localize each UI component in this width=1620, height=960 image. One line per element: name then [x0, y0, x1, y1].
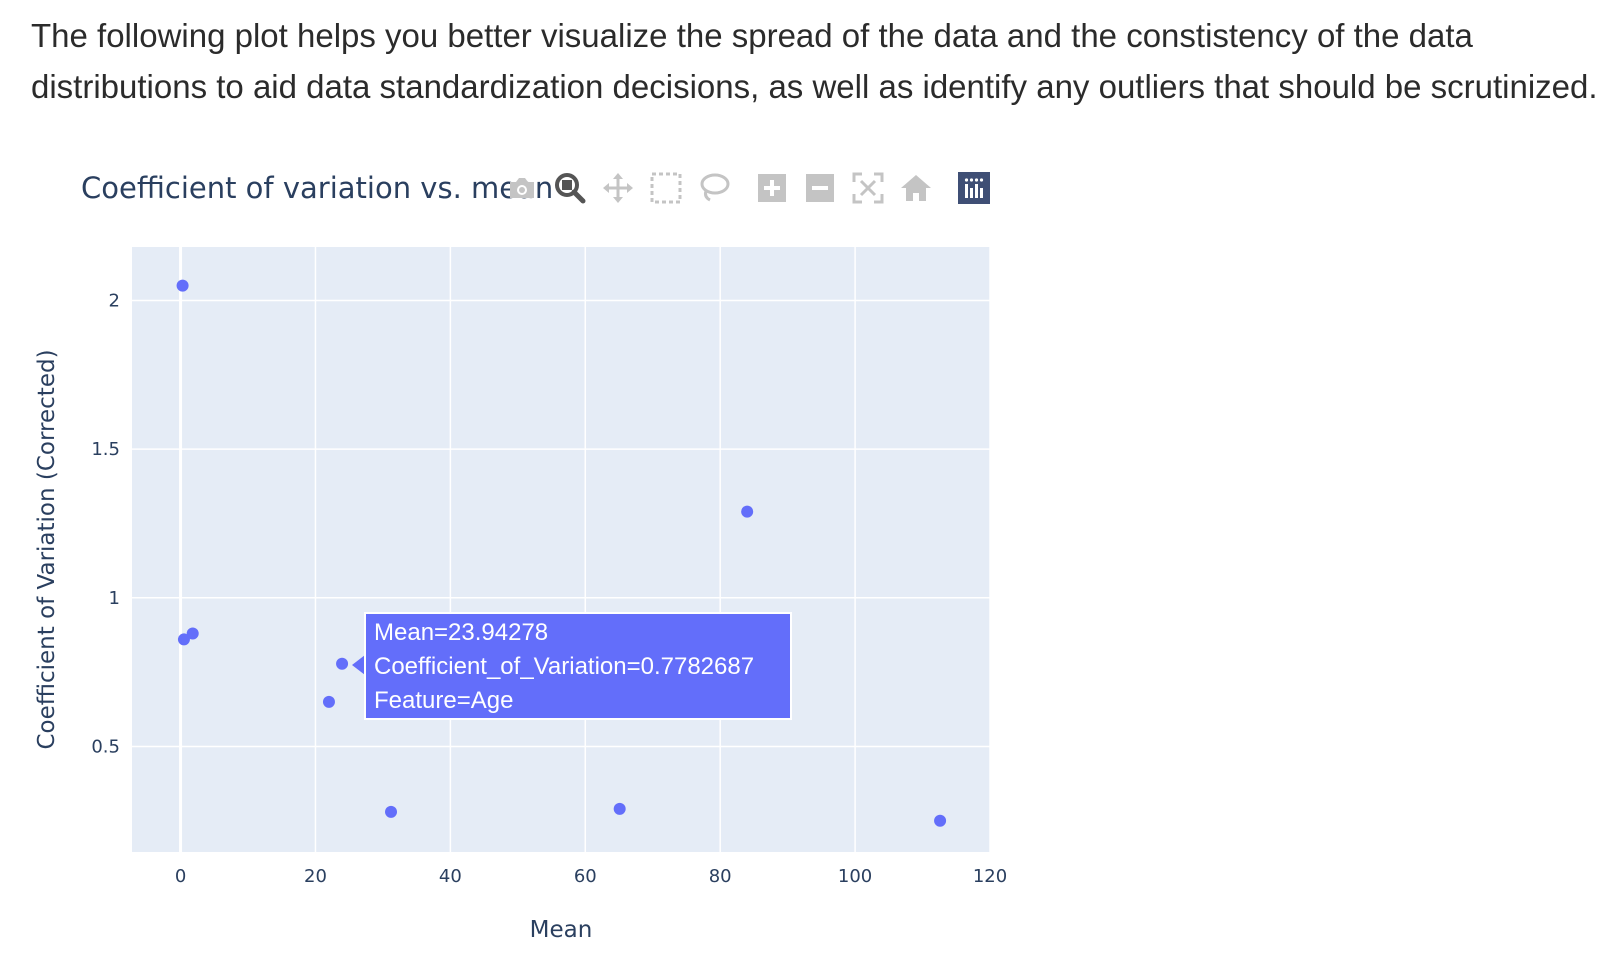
autoscale-icon[interactable]	[851, 171, 885, 205]
zoom-in-icon[interactable]	[755, 171, 789, 205]
plotly-logo-icon[interactable]	[957, 171, 991, 205]
y-tick-label: 2	[109, 291, 120, 312]
pan-icon[interactable]	[601, 171, 635, 205]
modebar	[505, 168, 1005, 208]
x-tick-label: 0	[175, 866, 186, 887]
intro-paragraph: The following plot helps you better visu…	[31, 17, 1598, 105]
x-tick-label: 60	[574, 866, 597, 887]
hover-tooltip: Mean=23.94278 Coefficient_of_Variation=0…	[364, 612, 792, 720]
lasso-icon[interactable]	[697, 171, 731, 205]
y-tick-label: 1	[109, 588, 120, 609]
reset-axes-icon[interactable]	[899, 171, 933, 205]
x-tick-label: 80	[709, 866, 732, 887]
hover-line-mean: Mean=23.94278	[374, 619, 549, 646]
scatter-point[interactable]	[322, 695, 335, 708]
y-axis-title: Coefficient of Variation (Corrected)	[34, 349, 60, 749]
scatter-point[interactable]	[186, 627, 199, 640]
scatter-point[interactable]	[176, 279, 189, 292]
hover-pointer	[352, 655, 365, 675]
camera-icon[interactable]	[505, 171, 539, 205]
zoom-icon[interactable]	[553, 171, 587, 205]
scatter-point[interactable]	[741, 505, 754, 518]
scatter-point[interactable]	[177, 633, 190, 646]
x-axis-title: Mean	[530, 917, 593, 943]
hover-line-cov: Coefficient_of_Variation=0.7782687	[374, 653, 755, 680]
scatter-point[interactable]	[613, 802, 626, 815]
plot-area	[132, 247, 990, 852]
y-tick-label: 0.5	[91, 736, 120, 757]
scatter-point[interactable]	[934, 814, 947, 827]
box-select-icon[interactable]	[649, 171, 683, 205]
scatter-point[interactable]	[385, 805, 398, 818]
x-tick-label: 40	[439, 866, 462, 887]
x-tick-label: 120	[973, 866, 1007, 887]
x-tick-label: 20	[304, 866, 327, 887]
y-tick-label: 1.5	[91, 439, 120, 460]
scatter-point[interactable]	[336, 657, 349, 670]
hover-line-feature: Feature=Age	[374, 687, 514, 714]
zoom-out-icon[interactable]	[803, 171, 837, 205]
plot-title: Coefficient of variation vs. mean	[81, 171, 554, 205]
x-tick-label: 100	[838, 866, 872, 887]
